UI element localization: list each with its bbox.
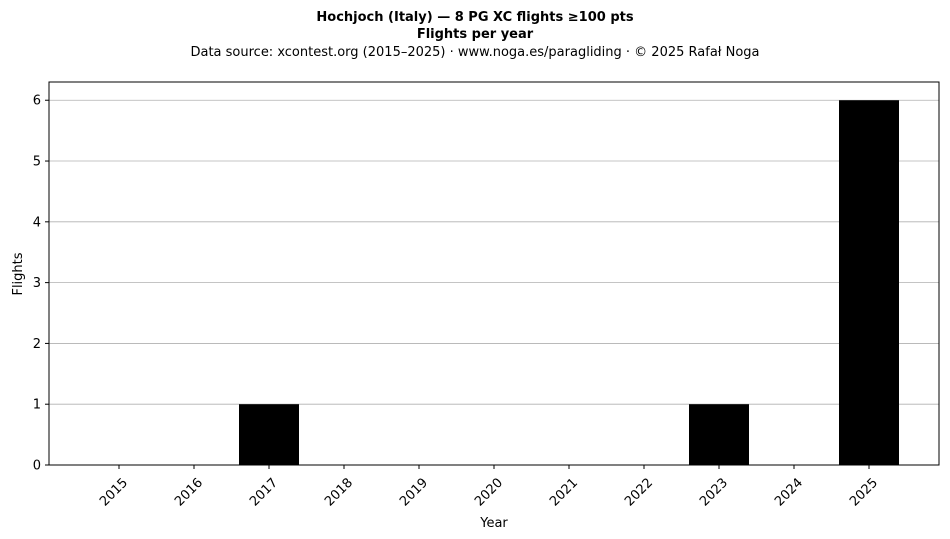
- x-tick-label-2021: 2021: [547, 475, 581, 509]
- x-tick-label-2017: 2017: [247, 475, 281, 509]
- y-tick-label-2: 2: [33, 337, 41, 352]
- chart-title-secondary: Flights per year: [417, 27, 534, 42]
- x-axis-label: Year: [479, 516, 508, 531]
- y-tick-label-4: 4: [33, 215, 41, 230]
- chart-title: Hochjoch (Italy) — 8 PG XC flights ≥100 …: [316, 10, 633, 25]
- x-tick-label-2022: 2022: [622, 475, 656, 509]
- y-axis-label: Flights: [11, 252, 26, 295]
- y-tick-label-0: 0: [33, 459, 41, 474]
- y-tick-label-6: 6: [33, 94, 41, 109]
- x-axis-ticks: 2015 2016 2017 2018 2019 2020 2021 2022 2023 2024…: [97, 465, 881, 509]
- y-tick-label-5: 5: [33, 155, 41, 170]
- x-tick-label-2015: 2015: [97, 475, 131, 509]
- x-tick-label-2016: 2016: [172, 475, 206, 509]
- x-tick-label-2024: 2024: [772, 475, 806, 509]
- bar-2023: [689, 404, 749, 465]
- grid-lines: [49, 99, 939, 466]
- x-tick-label-2023: 2023: [697, 475, 731, 509]
- x-tick-label-2019: 2019: [397, 475, 431, 509]
- chart-subtitle: Data source: xcontest.org (2015–2025) · …: [190, 45, 759, 60]
- x-tick-label-2020: 2020: [472, 475, 506, 509]
- x-tick-label-2018: 2018: [322, 475, 356, 509]
- y-tick-label-3: 3: [33, 276, 41, 291]
- y-tick-label-1: 1: [33, 398, 41, 413]
- bar-2025: [839, 100, 899, 465]
- y-axis-ticks: 0 1 2 3 4 5 6: [33, 94, 49, 474]
- bars: [239, 100, 899, 465]
- plot-frame: [48, 81, 940, 466]
- bar-2017: [239, 404, 299, 465]
- x-tick-label-2025: 2025: [847, 475, 881, 509]
